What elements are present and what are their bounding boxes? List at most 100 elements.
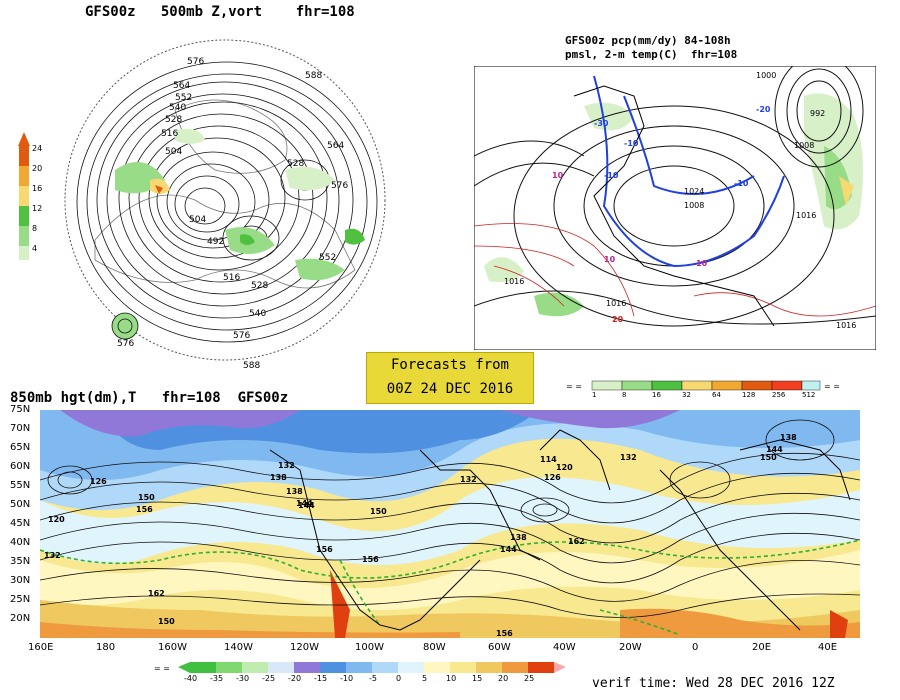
polar-map: 576 588 564 552 540 528 516 504 528 576 …	[64, 39, 386, 370]
svg-text:= =: = =	[566, 382, 582, 391]
lon-label: 80W	[423, 642, 446, 653]
main-contour-label: 150	[158, 617, 175, 626]
polar-contour-label: 528	[251, 281, 268, 291]
polar-panel-title: GFS00z 500mb Z,vort fhr=108	[85, 4, 355, 20]
lat-label: 75N	[10, 404, 31, 415]
main-contour-label: 156	[316, 545, 333, 554]
main-contour-label: 144	[766, 445, 783, 454]
temp-legend-tick: 15	[472, 674, 483, 683]
main-contour-label: 132	[278, 461, 295, 470]
main-contour-label: 144	[298, 501, 315, 510]
forecast-info-box: Forecasts from 00Z 24 DEC 2016	[366, 352, 534, 404]
main-contour-label: 150	[138, 493, 155, 502]
lat-label: 50N	[10, 499, 31, 510]
temp-label: -10	[624, 139, 639, 148]
pressure-label: 1008	[684, 201, 704, 210]
pressure-label: 1016	[796, 211, 816, 220]
polar-legend-tick: 8	[32, 224, 38, 233]
lon-label: 100W	[355, 642, 384, 653]
temp-label: -10	[604, 171, 619, 180]
main-contour-label: 138	[286, 487, 303, 496]
lat-label: 65N	[10, 442, 31, 453]
main-contour-label: 126	[90, 477, 107, 486]
temp-label: -20	[756, 105, 771, 114]
temp-legend-tick: -30	[236, 674, 250, 683]
lat-axis: 75N 70N 65N 60N 55N 50N 45N 40N 35N 30N …	[10, 404, 40, 640]
pressure-label: 1016	[836, 321, 856, 330]
legend-arrow-icon	[18, 132, 30, 146]
main-contour-label: 144	[296, 499, 313, 508]
pressure-label: 1000	[756, 71, 776, 80]
verif-time: verif time: Wed 28 DEC 2016 12Z	[592, 676, 835, 691]
polar-contour-label: 552	[175, 93, 192, 103]
temp-legend-tick: -5	[369, 674, 377, 683]
temp-legend-tick: -40	[184, 674, 198, 683]
precip-legend-tick: 8	[622, 391, 627, 399]
polar-contour-label: 552	[319, 253, 336, 263]
forecast-line2: 00Z 24 DEC 2016	[386, 381, 514, 397]
main-contour-label: 162	[148, 589, 165, 598]
lat-label: 70N	[10, 423, 31, 434]
lat-label: 40N	[10, 537, 31, 548]
precip-legend-tick: 128	[742, 391, 756, 399]
main-contour-label: 150	[370, 507, 387, 516]
temp-legend-tick: 0	[396, 674, 402, 683]
main-contour-label: 156	[496, 629, 513, 638]
main-contour-label: 132	[620, 453, 637, 462]
precip-legend-tick: 64	[712, 391, 721, 399]
temp-label: 20	[612, 315, 624, 324]
temp-legend-tick: -35	[210, 674, 224, 683]
main-contour-label: 114	[540, 455, 557, 464]
polar-contour-label: 588	[305, 71, 322, 81]
temp-legend-tick: 25	[524, 674, 535, 683]
temp-legend-tick: -15	[314, 674, 328, 683]
lon-label: 20E	[752, 642, 772, 653]
lon-label: 60W	[488, 642, 511, 653]
polar-contour-label: 528	[287, 159, 304, 169]
polar-contour-label: 516	[161, 129, 178, 139]
temp-legend-bar: = =	[154, 662, 566, 673]
polar-contour-label: 588	[243, 361, 260, 370]
precip-legend-tick: 16	[652, 391, 661, 399]
precip-legend-tick: 512	[802, 391, 816, 399]
polar-contour-label: 564	[327, 141, 344, 151]
lat-label: 30N	[10, 575, 31, 586]
lon-label: 160E	[28, 642, 54, 653]
temp-label: -30	[594, 119, 609, 128]
polar-legend-tick: 4	[32, 244, 38, 253]
main-contour-label: 138	[510, 533, 527, 542]
polar-legend-tick: 16	[32, 184, 43, 193]
temp-label: -10	[734, 179, 749, 188]
precip-map: 1000 992 1008 1016 1024 1016 1016 1016 1…	[474, 66, 876, 350]
lon-label: 180	[96, 642, 116, 653]
polar-contour-label: 540	[169, 103, 186, 113]
lat-label: 60N	[10, 461, 31, 472]
temp-label: 10	[604, 255, 616, 264]
lat-label: 35N	[10, 556, 31, 567]
main-contour-label: 162	[568, 537, 585, 546]
pressure-label: 1016	[504, 277, 524, 286]
lat-label: 20N	[10, 613, 31, 624]
polar-legend: 24 20 16 12 8 4	[18, 132, 58, 262]
main-map: 120 126 132 138 144 150 156 162 132 138 …	[40, 410, 860, 638]
temp-label: 10	[552, 171, 564, 180]
precip-legend-bar: = = = =	[566, 380, 840, 391]
temp-legend-tick: 20	[498, 674, 509, 683]
main-contour-label: 120	[556, 463, 573, 472]
pressure-label: 1008	[794, 141, 814, 150]
precip-panel-title-line2: pmsl, 2-m temp(C) fhr=108	[565, 48, 738, 61]
polar-contour-label: 492	[207, 237, 224, 247]
lon-axis: 160E 180 160W 140W 120W 100W 80W 60W 40W…	[28, 642, 858, 656]
lat-label: 45N	[10, 518, 31, 529]
main-contour-label: 156	[136, 505, 153, 514]
lon-label: 140W	[224, 642, 253, 653]
polar-contour-label: 564	[173, 81, 190, 91]
main-panel-title: 850mb hgt(dm),T fhr=108 GFS00z	[10, 390, 289, 406]
polar-contour-label: 504	[165, 147, 182, 157]
lat-label: 55N	[10, 480, 31, 491]
temp-legend: = = -40 -35 -30 -25 -20 -15 -10 -5 0 5 1…	[154, 660, 594, 690]
precip-legend: = = = = 1 8 16 32 64 128 256 512	[566, 378, 846, 402]
svg-text:= =: = =	[824, 382, 840, 391]
main-contour-label: 156	[362, 555, 379, 564]
precip-legend-tick: 1	[592, 391, 597, 399]
